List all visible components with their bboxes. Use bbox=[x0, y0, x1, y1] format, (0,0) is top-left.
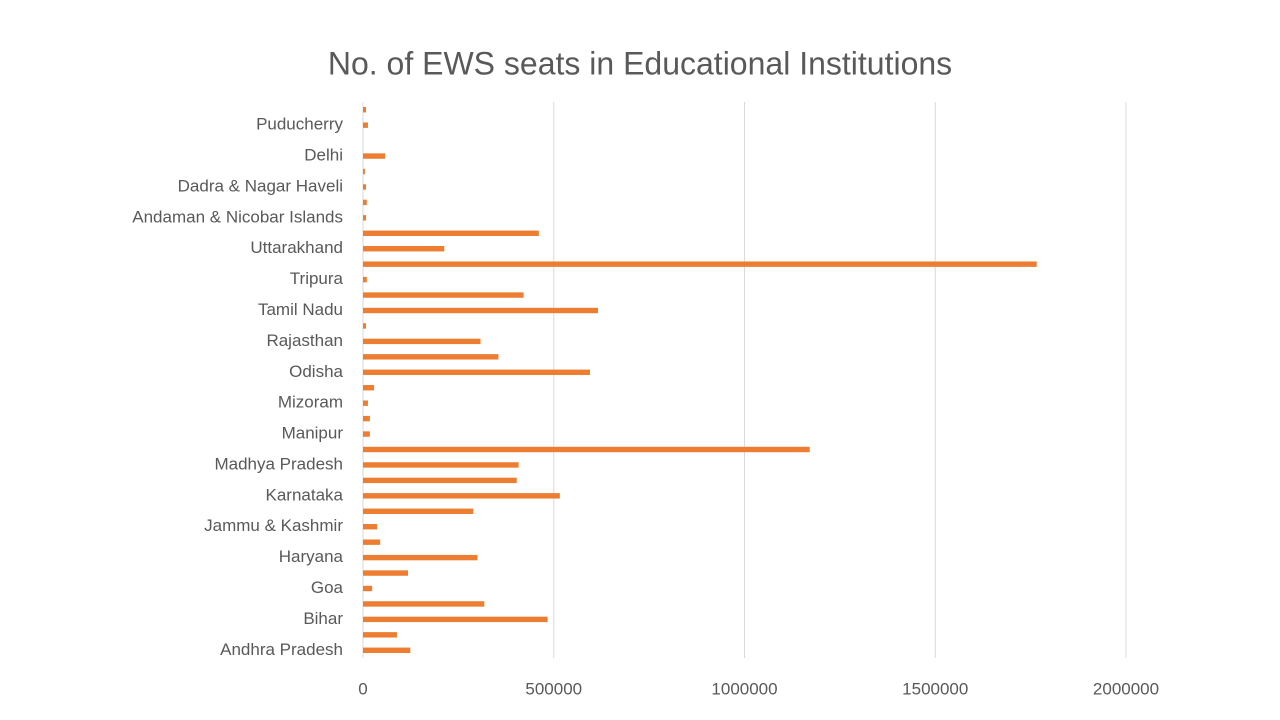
y-tick-label: Karnataka bbox=[266, 485, 344, 504]
bar bbox=[363, 508, 474, 514]
x-tick-label: 0 bbox=[358, 679, 367, 698]
bar bbox=[363, 477, 517, 484]
bar bbox=[363, 400, 368, 406]
chart-title: No. of EWS seats in Educational Institut… bbox=[328, 45, 952, 81]
y-tick-label: Haryana bbox=[279, 547, 344, 566]
x-tick-label: 1000000 bbox=[711, 679, 777, 698]
bar bbox=[363, 647, 411, 653]
bar bbox=[363, 323, 367, 329]
bar bbox=[363, 307, 599, 314]
bar bbox=[363, 153, 386, 159]
bar bbox=[363, 431, 370, 437]
bar bbox=[363, 493, 560, 499]
bar bbox=[363, 122, 368, 128]
y-tick-label: Rajasthan bbox=[266, 331, 343, 350]
bar bbox=[363, 292, 524, 298]
y-tick-label: Goa bbox=[311, 578, 344, 597]
bar bbox=[363, 246, 445, 252]
bar bbox=[363, 446, 810, 453]
y-tick-label: Madhya Pradesh bbox=[214, 454, 343, 473]
bar bbox=[363, 632, 397, 638]
bar bbox=[363, 524, 378, 530]
y-tick-label: Mizoram bbox=[278, 393, 343, 412]
y-tick-label: Uttarakhand bbox=[250, 238, 343, 257]
bar bbox=[363, 554, 478, 561]
y-tick-label: Tamil Nadu bbox=[258, 300, 343, 319]
bar bbox=[363, 168, 365, 175]
bar bbox=[363, 462, 519, 468]
x-tick-label: 1500000 bbox=[902, 679, 968, 698]
bar bbox=[363, 184, 367, 190]
y-tick-label: Odisha bbox=[289, 362, 343, 381]
bar bbox=[363, 369, 590, 375]
y-tick-label: Manipur bbox=[282, 424, 344, 443]
bar bbox=[363, 338, 481, 345]
y-tick-label: Jammu & Kashmir bbox=[204, 516, 343, 535]
y-tick-label: Andaman & Nicobar Islands bbox=[132, 207, 343, 226]
bar bbox=[363, 261, 1037, 267]
bar bbox=[363, 570, 409, 576]
bar bbox=[363, 601, 485, 607]
bar bbox=[363, 215, 367, 221]
x-tick-label: 500000 bbox=[525, 679, 582, 698]
bar bbox=[363, 230, 539, 236]
y-tick-label: Puducherry bbox=[256, 115, 343, 134]
bar bbox=[363, 199, 367, 206]
bar bbox=[363, 539, 381, 545]
y-tick-label: Delhi bbox=[304, 146, 343, 165]
y-tick-label: Dadra & Nagar Haveli bbox=[178, 176, 343, 195]
bar bbox=[363, 585, 373, 592]
x-tick-label: 2000000 bbox=[1093, 679, 1159, 698]
y-tick-label: Tripura bbox=[290, 269, 344, 288]
y-tick-label: Bihar bbox=[303, 609, 343, 628]
y-tick-label: Andhra Pradesh bbox=[220, 640, 343, 659]
bar bbox=[363, 107, 367, 113]
bar bbox=[363, 385, 375, 391]
bar bbox=[363, 276, 367, 283]
bar bbox=[363, 354, 499, 360]
bar bbox=[363, 616, 548, 623]
bar bbox=[363, 415, 370, 422]
